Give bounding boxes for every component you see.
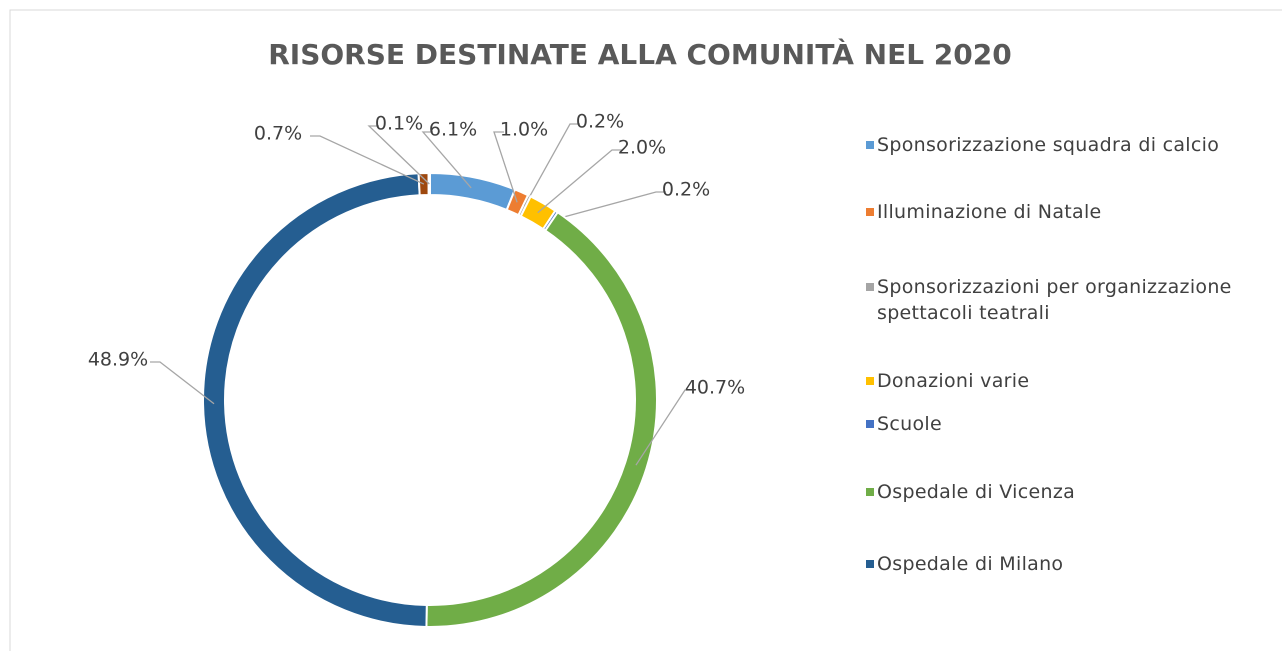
legend-label: Sponsorizzazioni per organizzazione spet…: [877, 276, 1232, 324]
legend-entry: Sponsorizzazioni per organizzazione spet…: [866, 274, 1272, 326]
data-label: 48.9%: [88, 349, 148, 371]
data-label: 0.7%: [254, 123, 302, 145]
leader-line: [550, 191, 666, 222]
data-label: 40.7%: [685, 377, 745, 399]
legend-label: Donazioni varie: [877, 370, 1030, 392]
leader-line: [493, 131, 518, 203]
legend-entry: Ospedale di Vicenza: [866, 479, 1272, 505]
donut-slice: [425, 210, 658, 628]
legend-label: Ospedale di Vicenza: [877, 481, 1076, 503]
chart-border: [9, 9, 1282, 651]
legend-entry: Illuminazione di Natale: [866, 199, 1272, 225]
legend-label: Sponsorizzazione squadra di calcio: [877, 134, 1220, 156]
legend-entry: Donazioni varie: [866, 368, 1272, 394]
data-label: 6.1%: [429, 119, 477, 141]
leader-line: [421, 131, 472, 189]
data-label: 2.0%: [618, 137, 666, 159]
legend-label: Illuminazione di Natale: [877, 201, 1102, 223]
donut-slice: [429, 171, 517, 212]
donut-slice: [202, 172, 428, 628]
legend-swatch: [866, 208, 874, 216]
legend-entry: Ospedale di Milano: [866, 551, 1272, 577]
legend-swatch: [866, 420, 874, 428]
data-label: 0.1%: [375, 113, 423, 135]
leader-line: [537, 149, 622, 214]
leader-line: [523, 123, 580, 207]
legend-swatch: [866, 141, 874, 149]
leader-line: [310, 135, 425, 185]
leader-line: [635, 389, 695, 466]
legend-swatch: [866, 488, 874, 496]
chart-title: RISORSE DESTINATE ALLA COMUNITÀ NEL 2020: [268, 37, 1012, 71]
legend-swatch: [866, 283, 874, 291]
data-label: 0.2%: [576, 111, 624, 133]
data-label: 0.2%: [662, 179, 710, 201]
legend-swatch: [866, 560, 874, 568]
legend-label: Ospedale di Milano: [877, 553, 1064, 575]
leader-line: [150, 361, 215, 405]
legend-swatch: [866, 377, 874, 385]
legend-label: Scuole: [877, 413, 942, 435]
legend-entry: Scuole: [866, 411, 1272, 437]
leader-line: [367, 125, 430, 185]
legend-entry: Sponsorizzazione squadra di calcio: [866, 132, 1272, 158]
data-label: 1.0%: [500, 119, 548, 141]
